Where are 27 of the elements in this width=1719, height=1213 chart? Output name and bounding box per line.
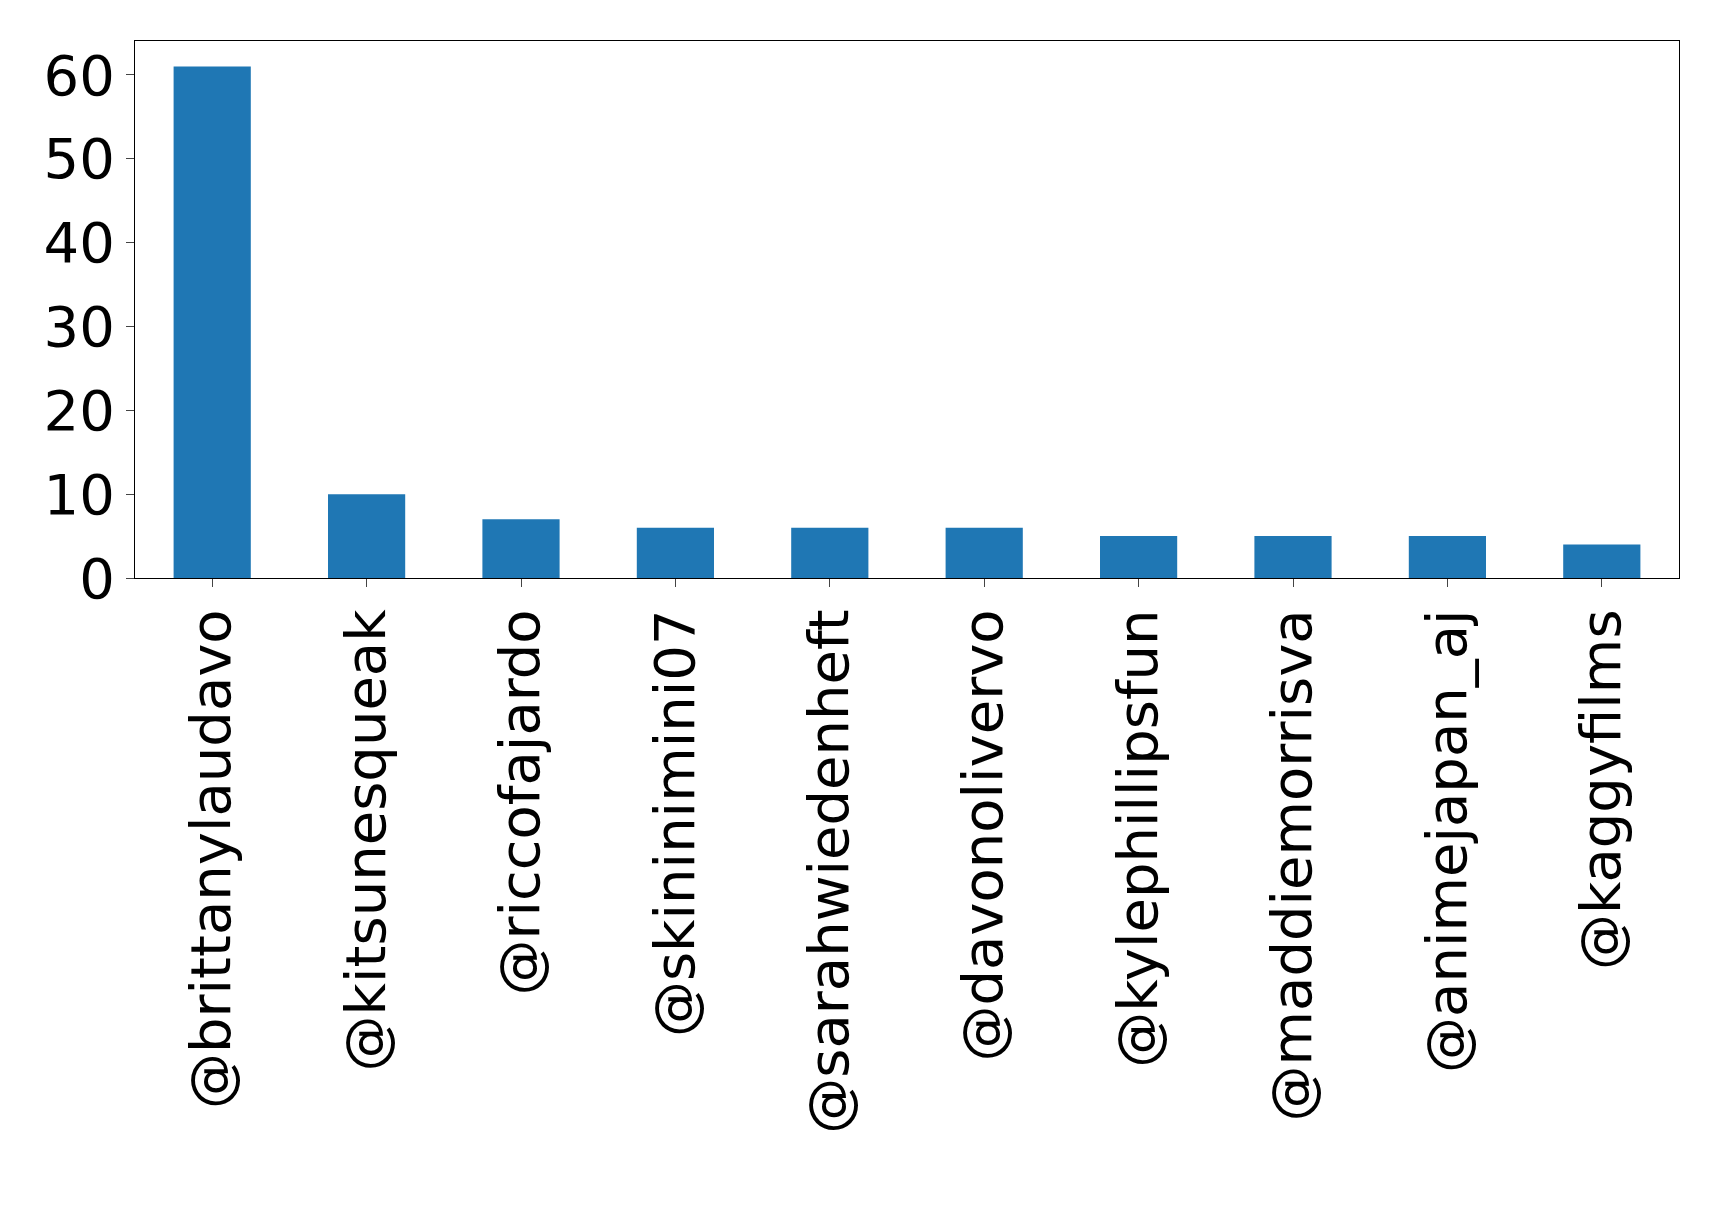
x-tick-label: @riccofajardo bbox=[487, 609, 553, 996]
y-tick-label: 60 bbox=[43, 42, 115, 108]
x-tick-label: @kitsunesqueak bbox=[332, 608, 398, 1072]
x-tick-label: @maddiemorrisva bbox=[1259, 609, 1325, 1122]
bar bbox=[1408, 536, 1486, 578]
x-tick-label: @skininimini07 bbox=[641, 609, 707, 1038]
y-tick-label: 30 bbox=[43, 294, 115, 360]
x-tick-label: @sarahwiedenheft bbox=[796, 609, 861, 1134]
y-tick-label: 10 bbox=[43, 461, 115, 527]
bar bbox=[1563, 544, 1641, 578]
bar bbox=[1100, 536, 1178, 578]
bar bbox=[173, 66, 251, 578]
x-tick-label: @brittanylaudavo bbox=[178, 609, 244, 1110]
bar bbox=[1254, 536, 1332, 578]
y-tick-label: 0 bbox=[79, 545, 115, 611]
x-tick-label: @kaggyfilms bbox=[1568, 609, 1633, 970]
y-tick-label: 50 bbox=[43, 126, 115, 192]
bar bbox=[328, 494, 406, 578]
y-tick-label: 40 bbox=[43, 210, 115, 276]
bar bbox=[945, 527, 1023, 578]
x-tick-label: @davonolivervo bbox=[950, 609, 1016, 1062]
bar bbox=[636, 527, 714, 578]
x-tick-label: @animejapan_aj bbox=[1413, 609, 1479, 1073]
bar bbox=[791, 527, 869, 578]
y-tick-label: 20 bbox=[43, 377, 115, 443]
x-tick-label: @kylephillipsfun bbox=[1104, 609, 1170, 1068]
bar bbox=[482, 519, 560, 578]
